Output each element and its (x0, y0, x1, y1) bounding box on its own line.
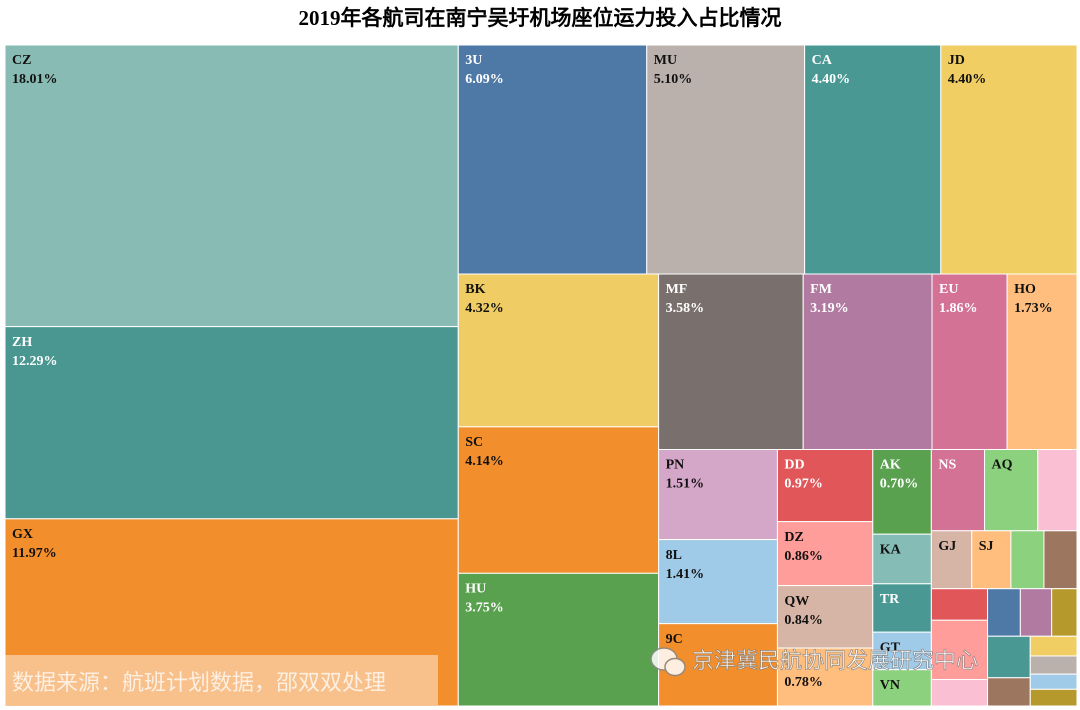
tile-name: GT (880, 640, 901, 655)
tile (4, 518, 459, 707)
tile (802, 273, 933, 451)
tile-value: 3.19% (810, 301, 849, 316)
chart-title: 2019年各航司在南宁吴圩机场座位运力投入占比情况 (299, 6, 782, 30)
tile (1029, 635, 1078, 657)
tile-name: 3U (465, 53, 482, 68)
tile-value: 1.41% (666, 567, 705, 582)
tile-name: MU (654, 53, 677, 68)
tile (776, 521, 874, 587)
tile (457, 273, 660, 428)
tile-name: GX (12, 527, 33, 542)
tile (1010, 530, 1045, 590)
tile-value: 0.86% (784, 549, 823, 564)
tile (930, 588, 989, 621)
tile-name: MF (666, 282, 688, 297)
tile-value: 4.14% (465, 454, 504, 469)
tile-name: 9C (666, 632, 683, 647)
tile (776, 647, 874, 707)
tile-value: 0.78% (784, 675, 823, 690)
tile-value: 1.51% (666, 477, 705, 492)
tile-value: 11.97% (12, 546, 57, 561)
tile-value: 0.70% (880, 477, 919, 492)
tile-name: DD (784, 458, 804, 473)
tile (776, 449, 874, 523)
tile (1037, 449, 1078, 532)
tile (872, 533, 932, 585)
tile-value: 4.40% (812, 72, 851, 87)
tile-name: CZ (12, 53, 31, 68)
tile-value: 3.75% (465, 601, 504, 616)
tile (1019, 588, 1053, 637)
tile (872, 583, 932, 633)
source-box (5, 655, 438, 705)
tile (457, 426, 660, 574)
tile-name: JD (948, 53, 965, 68)
tile (457, 572, 660, 707)
tile-value: 6.09% (465, 72, 504, 87)
tile (1043, 530, 1078, 590)
tile (872, 449, 932, 535)
watermark-text: 京津冀民航协同发展研究中心 (692, 649, 978, 674)
tile-name: NS (938, 458, 956, 473)
tile-name: ZH (12, 335, 32, 350)
tile (931, 273, 1008, 451)
tile-name: FM (810, 282, 832, 297)
tile-value: 4.32% (465, 301, 504, 316)
tile (4, 44, 459, 328)
tile-name: BK (465, 282, 485, 297)
tile (658, 449, 778, 541)
watermarks: 数据来源：航班计划数据，邵双双处理 京津冀民航协同发展研究中心 (5, 647, 978, 705)
tile-name: HO (1014, 282, 1036, 297)
tile (940, 44, 1078, 275)
tile (930, 530, 973, 590)
tile-value: 0.84% (784, 613, 823, 628)
tile-value: 1.86% (939, 301, 978, 316)
source-text: 数据来源：航班计划数据，邵双双处理 (12, 671, 386, 696)
tile-name: 8L (666, 548, 682, 563)
tile (1051, 588, 1078, 637)
tile-name: SC (465, 435, 483, 450)
tile-name: HU (465, 582, 486, 597)
tile (987, 677, 1031, 707)
tile-name: TR (880, 592, 900, 607)
tile-name: KA (880, 542, 902, 557)
tile-name: DZ (784, 530, 803, 545)
tile-name: SJ (979, 539, 994, 554)
treemap: CZ 18.01% ZH 12.29% GX 11.97% 3U 6.09% MU 5.10% CA… (4, 44, 1078, 707)
tile (1029, 673, 1078, 690)
tile-name: PN (666, 458, 685, 473)
tile (930, 679, 989, 707)
tile-name: GJ (938, 539, 956, 554)
tile-value: 12.29% (12, 354, 58, 369)
tile-value: 18.01% (12, 72, 58, 87)
tile (872, 631, 932, 671)
tile-name: AK (880, 458, 901, 473)
tile (1029, 655, 1078, 675)
tile-value: 0.97% (784, 477, 823, 492)
tile-name: CA (812, 53, 833, 68)
tile-value: 4.40% (948, 72, 987, 87)
tile (658, 273, 804, 451)
tile-value: 5.10% (654, 72, 693, 87)
tile (987, 588, 1021, 637)
tile-value: 1.73% (1014, 301, 1053, 316)
tile (987, 635, 1031, 679)
tile (4, 326, 459, 520)
tile-name: EU (939, 282, 958, 297)
tile (457, 44, 648, 275)
tile (930, 449, 986, 532)
tile (971, 530, 1012, 590)
tile-name: QW (784, 594, 809, 609)
tile-value: 3.58% (666, 301, 705, 316)
tile (804, 44, 942, 275)
wechat-icon (650, 647, 686, 677)
tile (1029, 688, 1078, 707)
tile (646, 44, 806, 275)
tile-name: VN (880, 678, 900, 693)
tile-name: AQ (992, 458, 1013, 473)
